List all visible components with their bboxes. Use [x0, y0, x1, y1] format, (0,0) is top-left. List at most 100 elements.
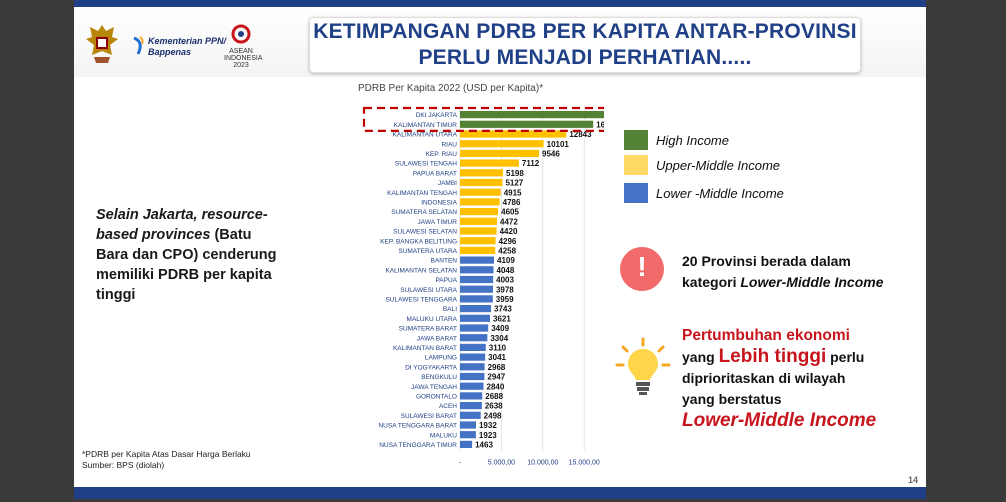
lightbulb-icon	[615, 337, 671, 395]
bar-category-label: KALIMANTAN BARAT	[393, 345, 457, 352]
ministry-line-2: Bappenas	[148, 47, 192, 57]
bar-value-label: 3041	[488, 353, 506, 362]
bar	[460, 130, 567, 138]
bar-category-label: LAMPUNG	[425, 355, 457, 362]
asean-ring-icon	[231, 24, 251, 44]
bar-category-label: SULAWESI SELATAN	[393, 229, 457, 236]
slide-title-box: KETIMPANGAN PDRB PER KAPITA ANTAR-PROVIN…	[309, 17, 861, 73]
bar-category-label: KALIMANTAN SELATAN	[385, 267, 457, 274]
legend-item-upper-middle: Upper-Middle Income	[624, 155, 864, 177]
bar-value-label: 2968	[488, 363, 506, 372]
ministry-line-1: Kementerian PPN/	[148, 36, 227, 46]
chart-title: PDRB Per Kapita 2022 (USD per Kapita)*	[358, 83, 544, 94]
info1-prefix: kategori	[682, 274, 741, 290]
bar	[460, 198, 500, 206]
bar-value-label: 3978	[496, 285, 514, 294]
asean-line-1: ASEAN	[229, 48, 253, 55]
bar-value-label: 10101	[547, 140, 570, 149]
bar	[460, 256, 495, 264]
footnote-line-2: Sumber: BPS (diolah)	[82, 460, 165, 470]
bar	[460, 421, 476, 429]
asean-line-3: 2023	[233, 62, 249, 69]
legend-swatch-lower-middle	[624, 183, 648, 203]
bar	[460, 305, 491, 313]
bar	[460, 411, 481, 419]
top-border	[74, 0, 926, 7]
bar-value-label: 4472	[500, 217, 518, 226]
bar-value-label: 3743	[494, 305, 512, 314]
garuda-emblem-icon	[86, 25, 118, 63]
bar-category-label: KALIMANTAN UTARA	[393, 132, 458, 139]
highlight-box	[362, 106, 604, 132]
bar	[460, 295, 493, 303]
bappenas-logo-icon	[133, 36, 144, 55]
info2-line-1: Pertumbuhan ekonomi	[682, 327, 850, 344]
bar-value-label: 4786	[503, 198, 521, 207]
left-commentary: Selain Jakarta, resource-based provinces…	[96, 205, 286, 305]
bar	[460, 440, 473, 448]
bar-category-label: KEP. BANGKA BELITUNG	[380, 238, 457, 245]
bar	[460, 314, 490, 322]
bar	[460, 402, 482, 410]
bar-category-label: NUSA TENGGARA BARAT	[378, 423, 457, 430]
bar-value-label: 3110	[489, 344, 507, 353]
bar-value-label: 5198	[506, 169, 524, 178]
bar-value-label: 4915	[504, 188, 522, 197]
legend-label-high: High Income	[656, 133, 729, 148]
bar-category-label: PAPUA	[435, 277, 457, 284]
info2-prefix: yang	[682, 349, 719, 365]
info1-line-1: 20 Provinsi berada dalam	[682, 253, 851, 269]
bar-value-label: 4048	[497, 266, 515, 275]
bar-value-label: 9546	[542, 150, 560, 159]
bar-category-label: DKI JAKARTA	[416, 112, 458, 119]
bar-value-label: 2498	[484, 411, 502, 420]
bar	[460, 227, 497, 235]
bar	[460, 372, 485, 381]
bar	[460, 208, 499, 216]
bar-category-label: KALIMANTAN TENGAH	[387, 190, 457, 197]
info-growth-priority: Pertumbuhan ekonomi yang Lebih tinggi pe…	[682, 325, 922, 431]
bar-value-label: 4003	[496, 276, 514, 285]
bar	[460, 217, 498, 225]
info1-line-2: kategori Lower-Middle Income	[682, 272, 883, 293]
bar-value-label: 1463	[475, 441, 493, 450]
page-number: 14	[908, 475, 919, 485]
bar	[460, 382, 484, 390]
footnote: *PDRB per Kapita Atas Dasar Harga Berlak…	[82, 449, 251, 471]
bar-category-label: MALUKU	[430, 432, 457, 439]
bar	[460, 149, 540, 157]
legend-swatch-high	[624, 130, 648, 150]
bar-category-label: BALI	[443, 306, 457, 313]
bar-category-label: NUSA TENGGARA TIMUR	[379, 442, 457, 449]
bar	[460, 188, 501, 196]
bar-category-label: ACEH	[439, 403, 457, 410]
legend-label-upper-middle: Upper-Middle Income	[656, 158, 781, 173]
ministry-name: Kementerian PPN/ Bappenas	[148, 36, 226, 58]
bar	[460, 266, 494, 274]
x-tick-label: -	[459, 460, 462, 467]
bar	[460, 140, 544, 148]
bar-category-label: SUMATERA BARAT	[399, 326, 457, 333]
asean-line-2: INDONESIA	[224, 55, 263, 62]
bar-category-label: SULAWESI UTARA	[400, 287, 457, 294]
bar-category-label: JAWA BARAT	[417, 335, 457, 342]
x-tick-label: 5.000,00	[488, 460, 515, 467]
info2-line-2: yang Lebih tinggi perlu	[682, 346, 922, 368]
bar-value-label: 2688	[485, 392, 503, 401]
bar-category-label: SUMATERA SELATAN	[391, 209, 457, 216]
bar-category-label: PAPUA BARAT	[413, 170, 457, 177]
bar	[460, 343, 486, 351]
bar-value-label: 4296	[499, 237, 517, 246]
bar	[460, 334, 488, 342]
slide-title-line-2: PERLU MENJADI PERHATIAN.....	[418, 46, 752, 69]
info2-emphasis: Lebih tinggi	[718, 346, 827, 367]
legend-swatch-upper-middle	[624, 155, 648, 175]
legend-label-lower-middle: Lower -Middle Income	[656, 186, 784, 201]
bar-category-label: INDONESIA	[421, 200, 457, 207]
bar-category-label: DI YOGYAKARTA	[405, 364, 458, 371]
bar-value-label: 1923	[479, 431, 497, 440]
bar-value-label: 5127	[505, 179, 523, 188]
asean-logo: ASEAN INDONESIA 2023	[224, 24, 263, 69]
bar-category-label: RIAU	[441, 141, 457, 148]
slide-title-line-1: KETIMPANGAN PDRB PER KAPITA ANTAR-PROVIN…	[313, 20, 857, 43]
